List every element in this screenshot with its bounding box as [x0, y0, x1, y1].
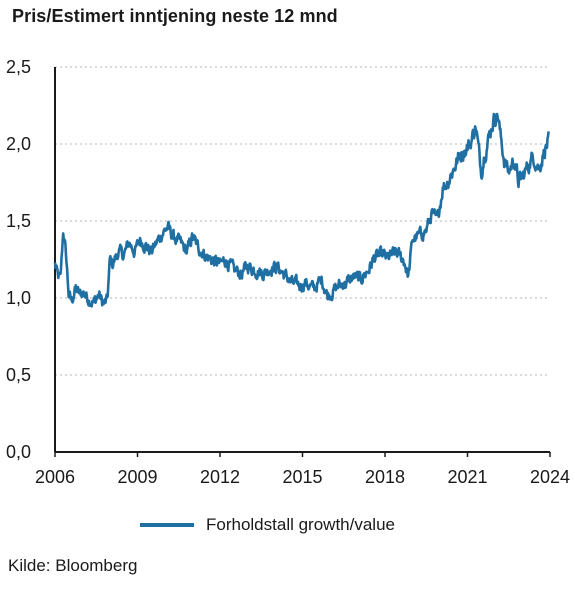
series-line — [53, 112, 550, 308]
x-tick-label: 2012 — [200, 467, 240, 487]
legend-label: Forholdstall growth/value — [206, 515, 395, 534]
series-layer — [53, 112, 550, 308]
x-tick-label: 2009 — [117, 467, 157, 487]
x-tick-label: 2006 — [35, 467, 75, 487]
grid-lines — [55, 66, 550, 376]
source-note: Kilde: Bloomberg — [8, 556, 138, 575]
axes — [54, 67, 551, 457]
y-tick-label: 0,5 — [6, 365, 31, 385]
legend: Forholdstall growth/value — [140, 515, 395, 535]
y-tick-label: 0,0 — [6, 442, 31, 462]
tick-labels: 0,0 0,5 1,0 1,5 2,0 2,5 2006 2009 2012 2015 2018 20… — [6, 57, 570, 487]
x-tick-label: 2021 — [447, 467, 487, 487]
y-tick-label: 1,0 — [6, 288, 31, 308]
x-tick-label: 2024 — [530, 467, 570, 487]
x-tick-label: 2018 — [365, 467, 405, 487]
y-tick-label: 1,5 — [6, 211, 31, 231]
chart-title: Pris/Estimert inntjening neste 12 mnd — [12, 6, 338, 26]
legend-swatch — [140, 523, 194, 527]
y-tick-label: 2,0 — [6, 134, 31, 154]
x-tick-label: 2015 — [282, 467, 322, 487]
y-tick-label: 2,5 — [6, 57, 31, 77]
